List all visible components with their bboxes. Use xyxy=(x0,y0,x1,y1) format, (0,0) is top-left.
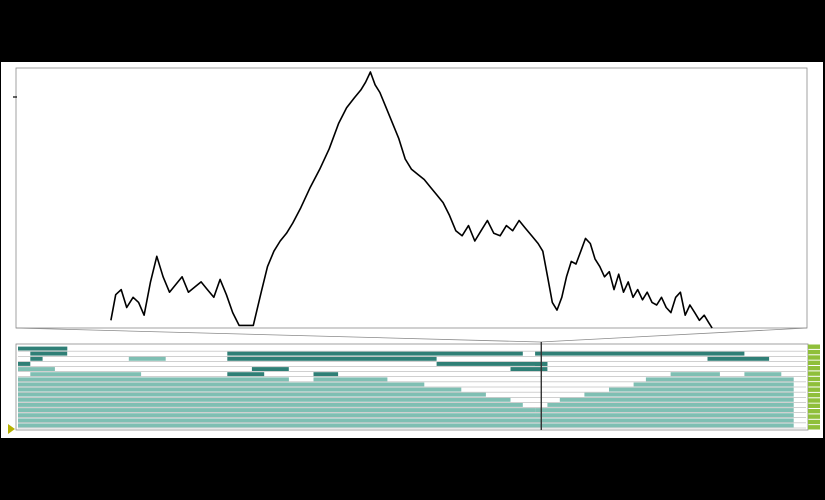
heatmap-cell xyxy=(18,392,486,397)
heatmap-cell xyxy=(18,377,289,382)
level-segment xyxy=(808,360,820,365)
level-segment xyxy=(808,425,820,430)
heatmap-cell xyxy=(609,387,794,392)
level-segment xyxy=(808,344,820,349)
heatmap-cell xyxy=(18,362,31,366)
level-segment xyxy=(808,414,820,419)
level-segment xyxy=(808,366,820,371)
heatmap-cell xyxy=(707,356,770,361)
level-meter xyxy=(808,344,820,430)
heatmap-cell xyxy=(547,403,794,407)
heatmap-cell xyxy=(18,367,55,371)
heatmap-cell xyxy=(227,356,437,361)
heatmap-cell xyxy=(30,372,142,377)
heatmap-cell xyxy=(436,362,548,366)
heatmap-cell xyxy=(313,372,339,377)
heatmap-cell xyxy=(633,382,794,387)
heatmap-cell xyxy=(18,397,511,402)
heatmap-cell xyxy=(535,408,794,412)
heatmap-cell xyxy=(313,377,388,382)
level-segment xyxy=(808,376,820,382)
heatmap-cell xyxy=(227,372,265,377)
level-segment xyxy=(808,371,820,376)
heatmap-cell xyxy=(744,372,782,377)
heatmap-cell xyxy=(670,372,720,377)
level-segment xyxy=(808,398,820,403)
zoom-connector-left xyxy=(15,327,541,343)
level-segment xyxy=(808,382,820,387)
panel-background xyxy=(1,62,823,438)
line-plot xyxy=(13,71,713,329)
line-plot-frame xyxy=(15,67,808,329)
level-segment xyxy=(808,349,820,355)
heatmap-cell xyxy=(18,346,68,351)
heatmap-cell xyxy=(18,418,794,423)
heatmap-frame xyxy=(15,343,809,431)
heatmap-cell xyxy=(535,351,745,356)
heatmap-cell xyxy=(18,413,794,418)
level-segment xyxy=(808,355,820,360)
level-segment xyxy=(808,409,820,414)
heatmap-cell xyxy=(18,403,523,407)
level-segment xyxy=(808,403,820,408)
level-segment xyxy=(808,392,820,398)
heatmap-cell xyxy=(18,423,794,428)
series-line-0 xyxy=(110,71,713,329)
heatmap-cell xyxy=(18,382,425,387)
heatmap-cell xyxy=(128,356,166,361)
level-segment xyxy=(808,419,820,425)
heatmap-cell xyxy=(559,397,794,402)
zoom-connector-right xyxy=(539,327,808,343)
heatmap-cell xyxy=(510,367,548,371)
heatmap-cell xyxy=(645,377,794,382)
level-segment xyxy=(808,387,820,392)
heatmap-cell xyxy=(30,351,68,356)
heatmap xyxy=(18,346,806,429)
heatmap-cell xyxy=(18,387,462,392)
heatmap-cell xyxy=(227,351,523,356)
heatmap-cell xyxy=(30,356,43,361)
triangle-right-icon[interactable] xyxy=(8,424,15,434)
heatmap-cell xyxy=(584,392,794,397)
heatmap-cell xyxy=(251,367,289,371)
heatmap-cell xyxy=(18,408,536,412)
